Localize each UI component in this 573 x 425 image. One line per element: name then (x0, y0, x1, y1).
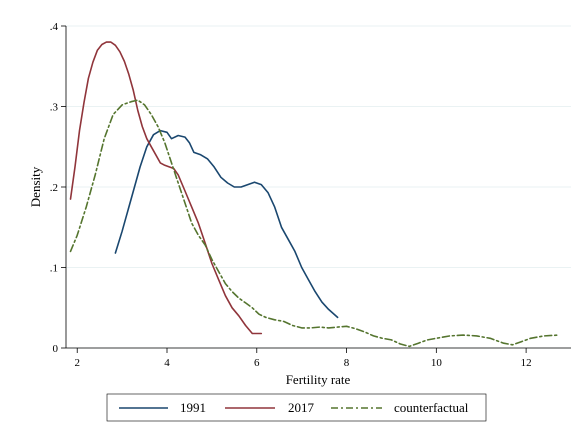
x-tick-label: 10 (431, 357, 443, 369)
x-axis-title: Fertility rate (286, 372, 351, 387)
y-axis-title: Density (28, 166, 43, 207)
y-tick-label: .2 (50, 182, 58, 194)
legend: 1991 2017 counterfactual (106, 393, 487, 422)
series-line-2017 (69, 41, 263, 335)
series-line-counterfactual (69, 99, 559, 348)
series-lines (69, 41, 559, 348)
series-line-1991 (114, 129, 339, 319)
x-tick-label: 6 (254, 357, 260, 369)
x-tick-label: 12 (521, 357, 532, 369)
y-tick-label: .3 (50, 102, 59, 114)
legend-box (106, 393, 487, 422)
x-tick-label: 4 (164, 357, 170, 369)
legend-label-1991: 1991 (180, 400, 206, 415)
y-tick-label: .1 (50, 263, 58, 275)
y-tick-label: 0 (53, 343, 59, 355)
x-tick-label: 8 (344, 357, 350, 369)
x-tick-label: 2 (74, 357, 80, 369)
legend-label-2017: 2017 (288, 400, 315, 415)
legend-label-counterfactual: counterfactual (394, 400, 469, 415)
axis-ticks: 0 .1 .2 .3 .4 2 4 6 8 10 12 (50, 21, 532, 369)
y-tick-label: .4 (50, 21, 59, 33)
